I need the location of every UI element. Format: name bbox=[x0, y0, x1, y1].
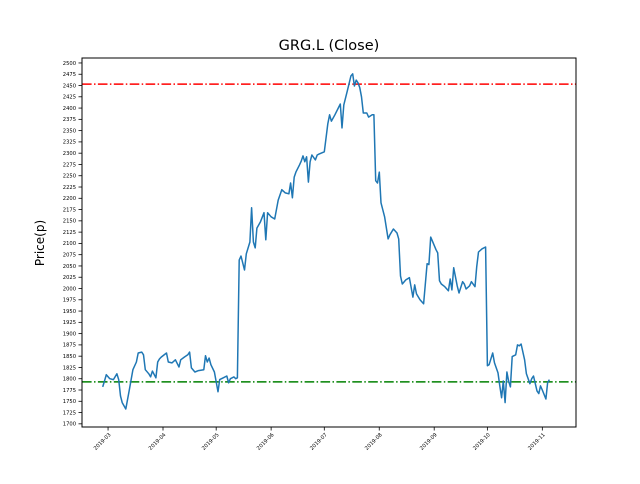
y-tick-label: 1750 bbox=[63, 399, 76, 405]
y-tick-label: 2125 bbox=[63, 230, 76, 236]
y-tick-label: 2225 bbox=[63, 185, 76, 191]
reference-lines bbox=[82, 83, 576, 383]
y-tick-label: 2025 bbox=[63, 275, 76, 281]
y-tick-label: 1900 bbox=[63, 331, 76, 337]
y-tick-label: 1800 bbox=[63, 377, 76, 383]
y-tick-label: 2425 bbox=[63, 95, 76, 101]
y-tick-label: 2450 bbox=[63, 83, 76, 89]
y-tick-label: 1925 bbox=[63, 320, 76, 326]
y-tick-label: 1700 bbox=[63, 422, 76, 428]
y-tick-label: 1775 bbox=[63, 388, 76, 394]
y-tick-label: 2050 bbox=[63, 264, 76, 270]
y-tick-label: 2275 bbox=[63, 162, 76, 168]
axes-frame bbox=[81, 57, 577, 428]
y-tick-label: 2475 bbox=[63, 72, 76, 78]
y-tick-label: 2000 bbox=[63, 286, 76, 292]
y-tick-label: 2175 bbox=[63, 207, 76, 213]
y-tick-label: 1850 bbox=[63, 354, 76, 360]
y-tick-label: 2325 bbox=[63, 140, 76, 146]
y-tick-label: 2350 bbox=[63, 128, 76, 134]
y-tick-label: 2250 bbox=[63, 174, 76, 180]
y-tick-label: 2200 bbox=[63, 196, 76, 202]
chart-title: GRG.L (Close) bbox=[279, 38, 380, 54]
y-tick-label: 2400 bbox=[63, 106, 76, 112]
y-tick-label: 1825 bbox=[63, 365, 76, 371]
y-tick-label: 2375 bbox=[63, 117, 76, 123]
y-tick-label: 2300 bbox=[63, 151, 76, 157]
y-tick-label: 1875 bbox=[63, 343, 76, 349]
y-tick-label: 1975 bbox=[63, 298, 76, 304]
y-axis-label: Price(p) bbox=[33, 220, 47, 266]
y-tick-label: 1950 bbox=[63, 309, 76, 315]
y-tick-label: 2500 bbox=[63, 61, 76, 67]
y-tick-label: 1725 bbox=[63, 410, 76, 416]
series-lines bbox=[101, 73, 551, 410]
y-tick-label: 2075 bbox=[63, 252, 76, 258]
y-tick-label: 2100 bbox=[63, 241, 76, 247]
close-price-line bbox=[101, 73, 551, 410]
y-tick-label: 2150 bbox=[63, 219, 76, 225]
